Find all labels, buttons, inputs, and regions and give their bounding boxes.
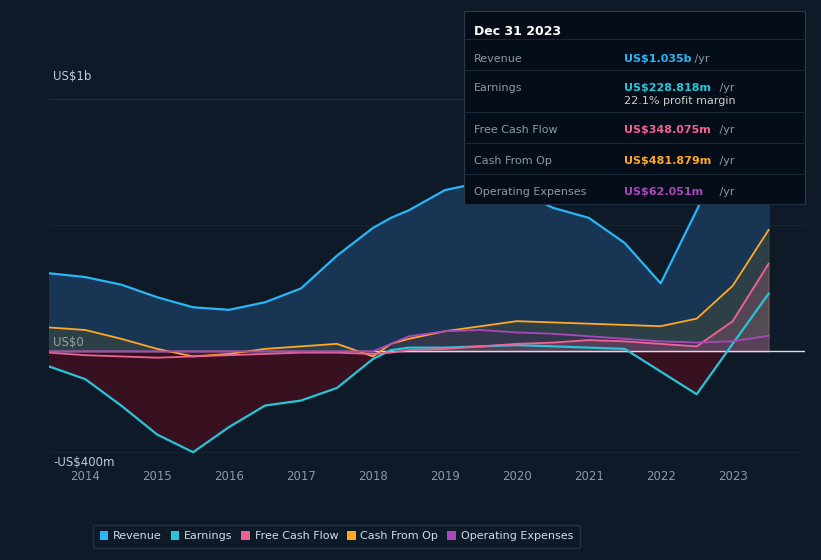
Text: Revenue: Revenue <box>474 54 522 64</box>
Text: Earnings: Earnings <box>474 83 522 94</box>
Text: US$62.051m: US$62.051m <box>624 187 703 197</box>
Text: US$481.879m: US$481.879m <box>624 156 711 166</box>
Text: Cash From Op: Cash From Op <box>474 156 552 166</box>
Text: -US$400m: -US$400m <box>53 456 115 469</box>
Text: US$1b: US$1b <box>53 70 91 83</box>
Text: Free Cash Flow: Free Cash Flow <box>474 125 557 136</box>
Text: /yr: /yr <box>716 156 735 166</box>
Text: /yr: /yr <box>716 83 735 94</box>
Text: Dec 31 2023: Dec 31 2023 <box>474 25 561 38</box>
Text: US$348.075m: US$348.075m <box>624 125 711 136</box>
Text: Operating Expenses: Operating Expenses <box>474 187 586 197</box>
Text: /yr: /yr <box>691 54 710 64</box>
Text: US$1.035b: US$1.035b <box>624 54 691 64</box>
Text: US$228.818m: US$228.818m <box>624 83 711 94</box>
Legend: Revenue, Earnings, Free Cash Flow, Cash From Op, Operating Expenses: Revenue, Earnings, Free Cash Flow, Cash … <box>93 525 580 548</box>
Text: /yr: /yr <box>716 125 735 136</box>
Text: 22.1% profit margin: 22.1% profit margin <box>624 96 736 106</box>
Text: /yr: /yr <box>716 187 735 197</box>
Text: US$0: US$0 <box>53 337 84 349</box>
